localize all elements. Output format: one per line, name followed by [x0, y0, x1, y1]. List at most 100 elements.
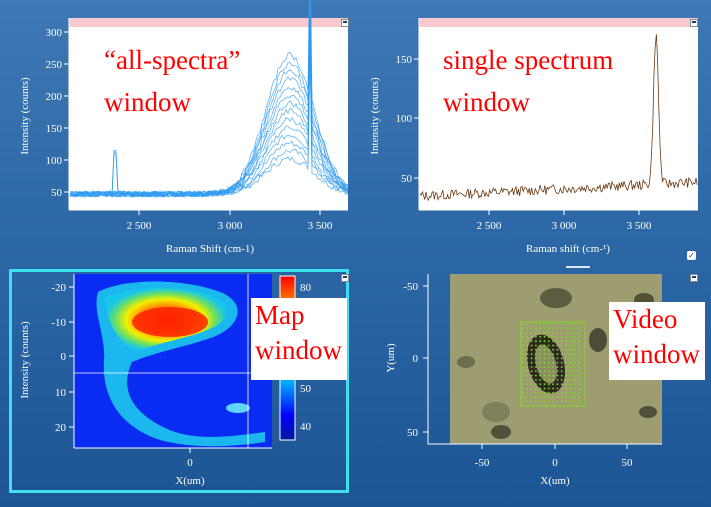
grid-point [543, 357, 546, 360]
single-spectrum-window[interactable]: 2 500 3 000 3 500 50 100 150 Raman shift… [356, 0, 711, 262]
spectrum-trace [419, 34, 698, 202]
grid-point [552, 340, 554, 343]
grid-point [560, 327, 563, 330]
grid-point [552, 353, 554, 355]
grid-point [578, 348, 580, 351]
grid-point [578, 357, 580, 360]
x-tick-label: 3 000 [218, 220, 243, 232]
grid-point [543, 323, 546, 325]
x-tick-label: 3 500 [308, 220, 333, 232]
grid-point [526, 327, 529, 330]
map-window[interactable]: 0 -20 -10 0 10 20 80 70 60 50 40 X(um) I… [0, 262, 356, 507]
grid-point [560, 348, 563, 351]
grid-point [552, 327, 554, 330]
grid-point [539, 396, 542, 398]
spectrum-trace [69, 0, 349, 198]
spectra-lines [69, 0, 349, 199]
plot-area [69, 18, 348, 210]
grid-point [530, 331, 533, 334]
y-tick-label: 50 [51, 187, 63, 199]
grid-point [539, 357, 542, 360]
window-caption-line1: Video [613, 304, 678, 334]
grid-point [560, 344, 563, 347]
minimize-icon[interactable] [690, 19, 698, 27]
grid-point [522, 383, 524, 386]
x-tick-label: 2 500 [127, 220, 152, 232]
grid-point [569, 396, 572, 398]
grid-point [578, 353, 580, 355]
grid-point [535, 374, 537, 377]
grid-point [530, 391, 533, 394]
grid-point [560, 400, 563, 403]
grid-point [560, 370, 563, 373]
grid-point [565, 379, 567, 381]
grid-point [522, 340, 524, 343]
grid-point [547, 391, 550, 394]
grid-point [547, 374, 550, 377]
grid-point [578, 379, 580, 381]
grid-point [569, 340, 572, 343]
grid-point [560, 336, 563, 338]
grid-point [526, 391, 529, 394]
grid-point [569, 357, 572, 360]
grid-point [526, 353, 529, 355]
grid-point [552, 387, 554, 390]
grid-point [522, 344, 524, 347]
grid-point [560, 391, 563, 394]
y-tick-label: 100 [46, 155, 63, 167]
grid-point [552, 370, 554, 373]
grid-point [535, 353, 537, 355]
grid-point [573, 336, 576, 338]
x-tick-label: 3 000 [552, 220, 577, 232]
grid-point [530, 336, 533, 338]
grid-point [565, 383, 567, 386]
grid-point [539, 336, 542, 338]
window-caption-line1: single spectrum [443, 45, 614, 75]
y-tick-label: 0 [413, 353, 419, 365]
grid-point [522, 379, 524, 381]
grid-point [578, 331, 580, 334]
grid-point [573, 353, 576, 355]
drag-handle[interactable] [566, 266, 590, 268]
grid-point [535, 400, 537, 403]
minimize-icon[interactable] [690, 274, 698, 282]
grid-point [539, 379, 542, 381]
y-axis-label: Intensity (counts) [19, 77, 31, 155]
grid-point [547, 383, 550, 386]
grid-point [573, 366, 576, 368]
grid-point [539, 361, 542, 364]
y-axis-label: Y(um) [385, 343, 397, 373]
window-caption-line2: window [104, 87, 191, 117]
grid-point [560, 340, 563, 343]
window-caption-line2: window [613, 339, 700, 369]
grid-point [543, 400, 546, 403]
grid-point [530, 327, 533, 330]
minimize-icon[interactable] [341, 274, 349, 282]
grid-point [556, 400, 559, 403]
grid-point [565, 391, 567, 394]
grid-point [522, 391, 524, 394]
video-window[interactable]: -50 0 50 -50 0 50 X(um) Y(um) Video wind… [356, 262, 711, 507]
video-plot: -50 0 50 -50 0 50 X(um) Y(um) [385, 266, 662, 487]
minimize-icon[interactable] [341, 19, 349, 27]
grid-point [578, 391, 580, 394]
grid-point [569, 400, 572, 403]
grid-point [556, 357, 559, 360]
grid-point [569, 361, 572, 364]
measurement-grid[interactable] [520, 321, 586, 407]
checkbox-icon[interactable]: ✓ [687, 251, 696, 260]
grid-point [522, 323, 524, 325]
grid-point [556, 348, 559, 351]
all-spectra-window[interactable]: 2 500 3 000 3 500 50 100 150 200 250 300… [0, 0, 356, 262]
y-tick-label: -20 [51, 282, 66, 294]
grid-point [560, 331, 563, 334]
grid-point [526, 370, 529, 373]
y-axis-label: Intensity (counts) [19, 321, 31, 399]
x-tick-label: 50 [622, 457, 634, 469]
grid-point [543, 374, 546, 377]
grid-point [535, 370, 537, 373]
grid-point [539, 387, 542, 390]
grid-point [543, 361, 546, 364]
y-tick-label: 150 [396, 54, 413, 66]
grid-point [569, 336, 572, 338]
